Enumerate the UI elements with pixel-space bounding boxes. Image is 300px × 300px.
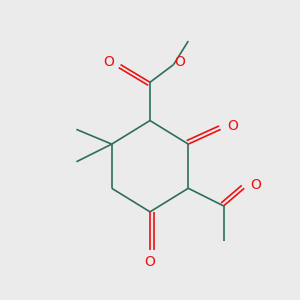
Text: O: O — [227, 119, 238, 134]
Text: O: O — [174, 55, 185, 69]
Text: O: O — [103, 55, 114, 69]
Text: O: O — [145, 255, 155, 269]
Text: O: O — [250, 178, 261, 192]
